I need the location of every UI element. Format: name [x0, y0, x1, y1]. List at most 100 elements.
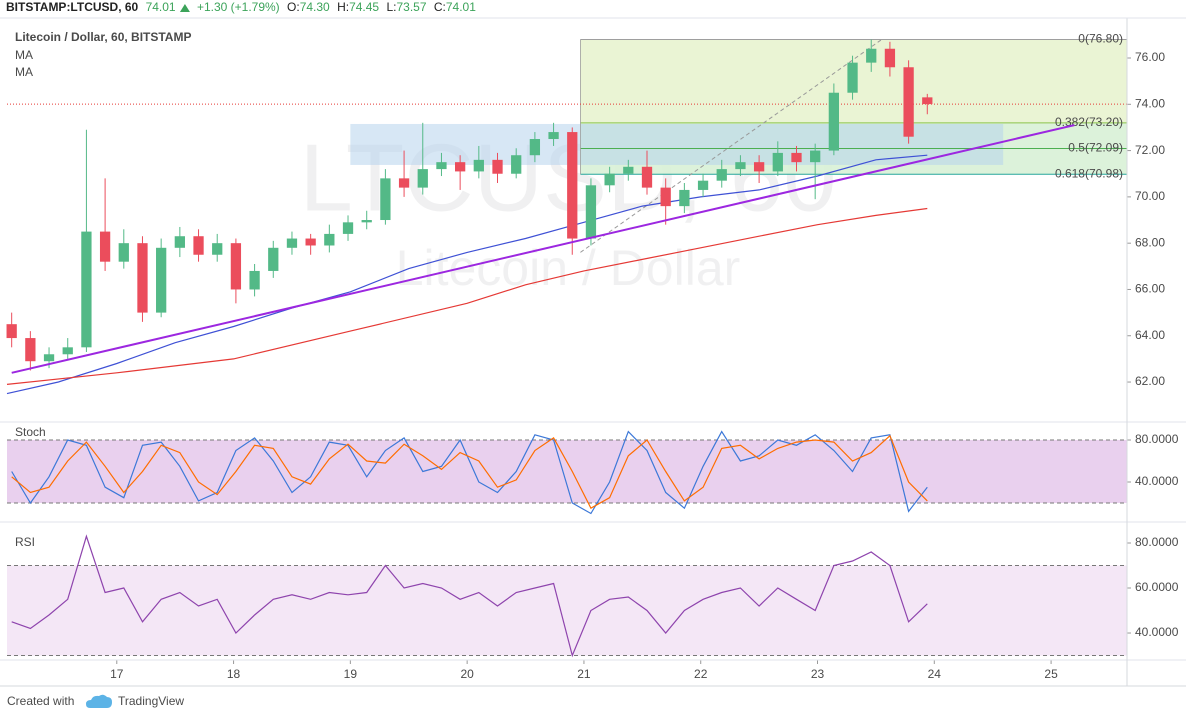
- header: BITSTAMP:LTCUSD, 60 74.01 +1.30 (+1.79%)…: [6, 0, 476, 14]
- candle-body: [697, 180, 709, 190]
- y-tick-label: 66.00: [1135, 282, 1165, 296]
- y-tick-label: 70.00: [1135, 189, 1165, 203]
- candle-body: [511, 155, 522, 174]
- candle-body: [99, 231, 111, 262]
- candle-body: [417, 169, 428, 188]
- panel-title: Stoch: [15, 425, 46, 439]
- candle-body: [230, 243, 242, 290]
- indicator-line: [11, 434, 928, 510]
- chart-title: Litecoin / Dollar, 60, BITSTAMP: [15, 30, 191, 44]
- y-tick-label: 76.00: [1135, 50, 1165, 64]
- candle-body: [156, 247, 167, 313]
- candle-body: [473, 159, 484, 172]
- fib-label: 0(76.80): [1078, 32, 1123, 46]
- y-tick-label: 80.0000: [1135, 535, 1179, 549]
- change: +1.30 (+1.79%): [197, 0, 280, 14]
- fib-label: 0.5(72.09): [1068, 141, 1123, 155]
- candle-body: [641, 166, 653, 188]
- candle-body: [847, 62, 858, 93]
- candle-body: [866, 48, 877, 63]
- candle-body: [884, 48, 896, 68]
- x-tick-label: 22: [694, 667, 708, 681]
- indicator-line: [11, 534, 928, 658]
- candle-body: [679, 189, 690, 207]
- y-tick-label: 72.00: [1135, 143, 1165, 157]
- candle-body: [828, 92, 839, 151]
- panel-title: RSI: [15, 535, 35, 549]
- candle-body: [361, 220, 372, 223]
- candle-body: [62, 347, 73, 355]
- ohlc-label: H:: [337, 0, 349, 14]
- candle-body: [25, 338, 36, 362]
- moving-average: [6, 154, 928, 395]
- y-tick-label: 62.00: [1135, 374, 1165, 388]
- ohlc-value: 73.57: [396, 0, 426, 14]
- ohlc-value: 74.45: [349, 0, 379, 14]
- candle-body: [810, 150, 821, 163]
- x-tick-label: 24: [928, 667, 942, 681]
- y-tick-label: 74.00: [1135, 96, 1165, 110]
- candle-body: [548, 132, 559, 140]
- x-tick-label: 23: [811, 667, 825, 681]
- x-tick-label: 21: [577, 667, 591, 681]
- candle-body: [268, 247, 279, 271]
- x-tick-label: 20: [460, 667, 474, 681]
- candle-body: [903, 67, 914, 137]
- candle-body: [137, 243, 148, 313]
- legend-entry: MA: [15, 48, 33, 62]
- y-tick-label: 80.0000: [1135, 432, 1179, 446]
- y-tick-label: 68.00: [1135, 235, 1165, 249]
- candle-body: [398, 178, 410, 188]
- candle-body: [455, 162, 466, 172]
- brand-logo: [86, 694, 112, 708]
- x-tick-label: 18: [227, 667, 241, 681]
- candle-body: [380, 178, 391, 221]
- y-tick-label: 40.0000: [1135, 474, 1179, 488]
- ohlc-label: O:: [287, 0, 300, 14]
- candle-body: [249, 270, 260, 290]
- candle-body: [753, 162, 765, 172]
- symbol: BITSTAMP:LTCUSD, 60: [6, 0, 139, 14]
- ohlc-value: 74.30: [300, 0, 330, 14]
- candle-body: [193, 236, 204, 255]
- band: [7, 440, 1127, 503]
- candle-body: [43, 354, 55, 362]
- y-tick-label: 60.0000: [1135, 580, 1179, 594]
- fib-trend: [580, 39, 882, 253]
- candle-body: [791, 152, 802, 163]
- brand-link[interactable]: TradingView: [118, 694, 184, 708]
- candle-body: [342, 222, 354, 234]
- candle-body: [735, 162, 746, 170]
- candle-body: [118, 243, 129, 262]
- moving-average: [6, 207, 928, 385]
- candle-body: [174, 236, 185, 248]
- legend-entry: MA: [15, 65, 33, 79]
- candle-body: [212, 243, 223, 255]
- ohlc-label: C:: [434, 0, 446, 14]
- last-price: 74.01: [146, 0, 176, 14]
- candle-body: [772, 152, 783, 172]
- chart-area: 62.00 64.00 66.00 68.00 70.00 72.00 74.00 76.00…: [0, 18, 1186, 686]
- ohlc-value: 74.01: [446, 0, 476, 14]
- candle-body: [436, 162, 447, 170]
- candle-body: [716, 169, 727, 181]
- watermark: Litecoin / Dollar: [396, 240, 741, 296]
- x-tick-label: 25: [1044, 667, 1058, 681]
- candle-body: [623, 166, 634, 174]
- candle-body: [6, 324, 17, 339]
- candle-body: [324, 233, 335, 246]
- candle-body: [585, 185, 597, 239]
- candle-body: [492, 159, 503, 174]
- candle-body: [922, 97, 933, 105]
- x-tick-label: 17: [110, 667, 124, 681]
- candle-body: [660, 187, 671, 207]
- trendline: [11, 124, 1075, 374]
- up-arrow-icon: [179, 4, 190, 12]
- x-tick-label: 19: [344, 667, 358, 681]
- candle-body: [305, 238, 316, 246]
- band: [7, 565, 1127, 656]
- y-tick-label: 40.0000: [1135, 625, 1179, 639]
- candle-body: [604, 173, 615, 186]
- fib-label: 0.618(70.98): [1055, 166, 1123, 180]
